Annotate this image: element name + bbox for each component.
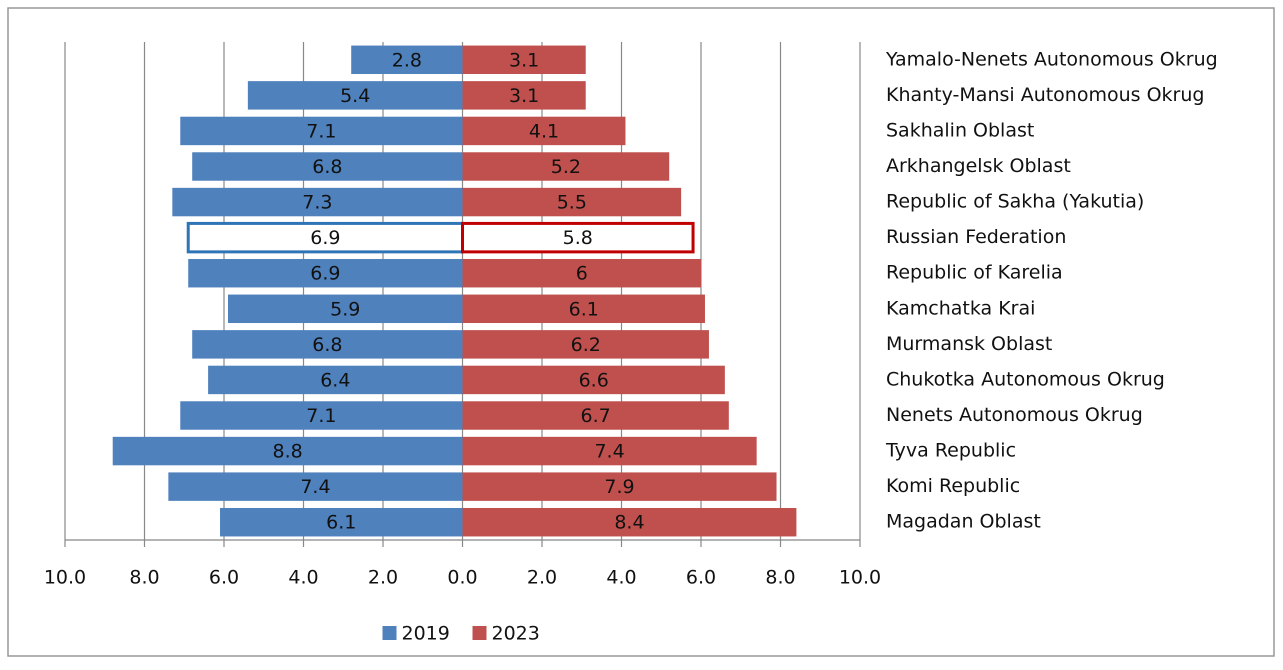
data-label: 3.1	[509, 85, 539, 107]
x-tick-label: 4.0	[606, 567, 636, 589]
data-label: 2.8	[392, 49, 422, 71]
bar	[462, 116, 626, 146]
category-label: Chukotka Autonomous Okrug	[886, 368, 1165, 390]
legend-swatch	[472, 626, 487, 640]
bar	[462, 152, 670, 181]
bar	[208, 365, 463, 395]
legend-label: 2019	[402, 623, 450, 645]
category-label: Republic of Karelia	[886, 262, 1063, 284]
category-label: Russian Federation	[886, 226, 1066, 248]
data-label: 5.4	[340, 85, 370, 107]
bar	[462, 81, 586, 110]
bar	[462, 45, 586, 75]
bar	[462, 472, 777, 501]
data-label: 7.1	[306, 120, 336, 142]
data-label: 6.7	[581, 405, 611, 427]
legend-swatch	[382, 626, 397, 640]
category-label: Murmansk Oblast	[886, 333, 1052, 355]
category-label: Khanty-Mansi Autonomous Okrug	[886, 84, 1204, 106]
data-label: 7.9	[604, 476, 634, 498]
category-label: Komi Republic	[886, 475, 1020, 497]
data-label: 5.9	[330, 298, 360, 320]
x-tick-label: 10.0	[839, 567, 881, 589]
bar	[462, 258, 701, 288]
category-label: Arkhangelsk Oblast	[886, 155, 1071, 177]
bar	[188, 258, 463, 288]
x-tick-label: 0.0	[447, 567, 477, 589]
category-label: Nenets Autonomous Okrug	[886, 404, 1143, 426]
x-tick-label: 6.0	[209, 567, 239, 589]
data-label: 6.9	[310, 263, 340, 285]
bar	[220, 507, 463, 537]
data-label: 7.1	[306, 405, 336, 427]
data-label: 6.8	[312, 334, 342, 356]
data-label: 8.8	[272, 441, 302, 463]
bar	[462, 401, 729, 430]
data-label: 6.1	[569, 298, 599, 320]
x-tick-label: 2.0	[527, 567, 557, 589]
category-label: Yamalo-Nenets Autonomous Okrug	[885, 48, 1218, 70]
x-tick-label: 8.0	[129, 567, 159, 589]
data-label: 6	[576, 263, 588, 285]
category-label: Magadan Oblast	[886, 511, 1041, 533]
bar	[186, 221, 464, 254]
data-label: 3.1	[509, 49, 539, 71]
category-label: Kamchatka Krai	[886, 297, 1035, 319]
data-label: 4.1	[529, 120, 559, 142]
data-label: 6.4	[320, 369, 350, 391]
x-tick-label: 8.0	[765, 567, 795, 589]
x-tick-label: 6.0	[686, 567, 716, 589]
bar	[168, 472, 463, 501]
data-label: 7.3	[302, 192, 332, 214]
x-tick-label: 10.0	[44, 567, 86, 589]
bar	[462, 187, 682, 217]
bar	[180, 401, 463, 430]
data-label: 8.4	[614, 512, 644, 534]
bar	[462, 294, 705, 324]
category-label: Sakhalin Oblast	[886, 119, 1034, 141]
data-label: 5.2	[551, 156, 581, 178]
bar	[462, 436, 757, 466]
data-label: 5.5	[557, 192, 587, 214]
bar	[351, 45, 463, 75]
data-label: 6.8	[312, 156, 342, 178]
bar	[462, 365, 725, 395]
category-label: Republic of Sakha (Yakutia)	[886, 191, 1144, 213]
bar	[180, 116, 463, 146]
category-label: Tyva Republic	[885, 440, 1016, 462]
data-label: 6.6	[579, 369, 609, 391]
bar	[247, 81, 463, 110]
bar	[462, 330, 709, 359]
legend-label: 2023	[492, 623, 540, 645]
x-tick-label: 4.0	[288, 567, 318, 589]
data-label: 5.8	[563, 227, 593, 249]
data-label: 7.4	[594, 441, 624, 463]
bar	[172, 187, 463, 217]
data-label: 7.4	[300, 476, 330, 498]
data-label: 6.2	[571, 334, 601, 356]
bar	[461, 221, 695, 254]
x-tick-label: 2.0	[368, 567, 398, 589]
bar	[192, 152, 463, 181]
data-label: 6.9	[310, 227, 340, 249]
data-label: 6.1	[326, 512, 356, 534]
bar	[227, 294, 463, 324]
bar	[462, 507, 797, 537]
bar	[112, 436, 463, 466]
bar	[192, 330, 463, 359]
